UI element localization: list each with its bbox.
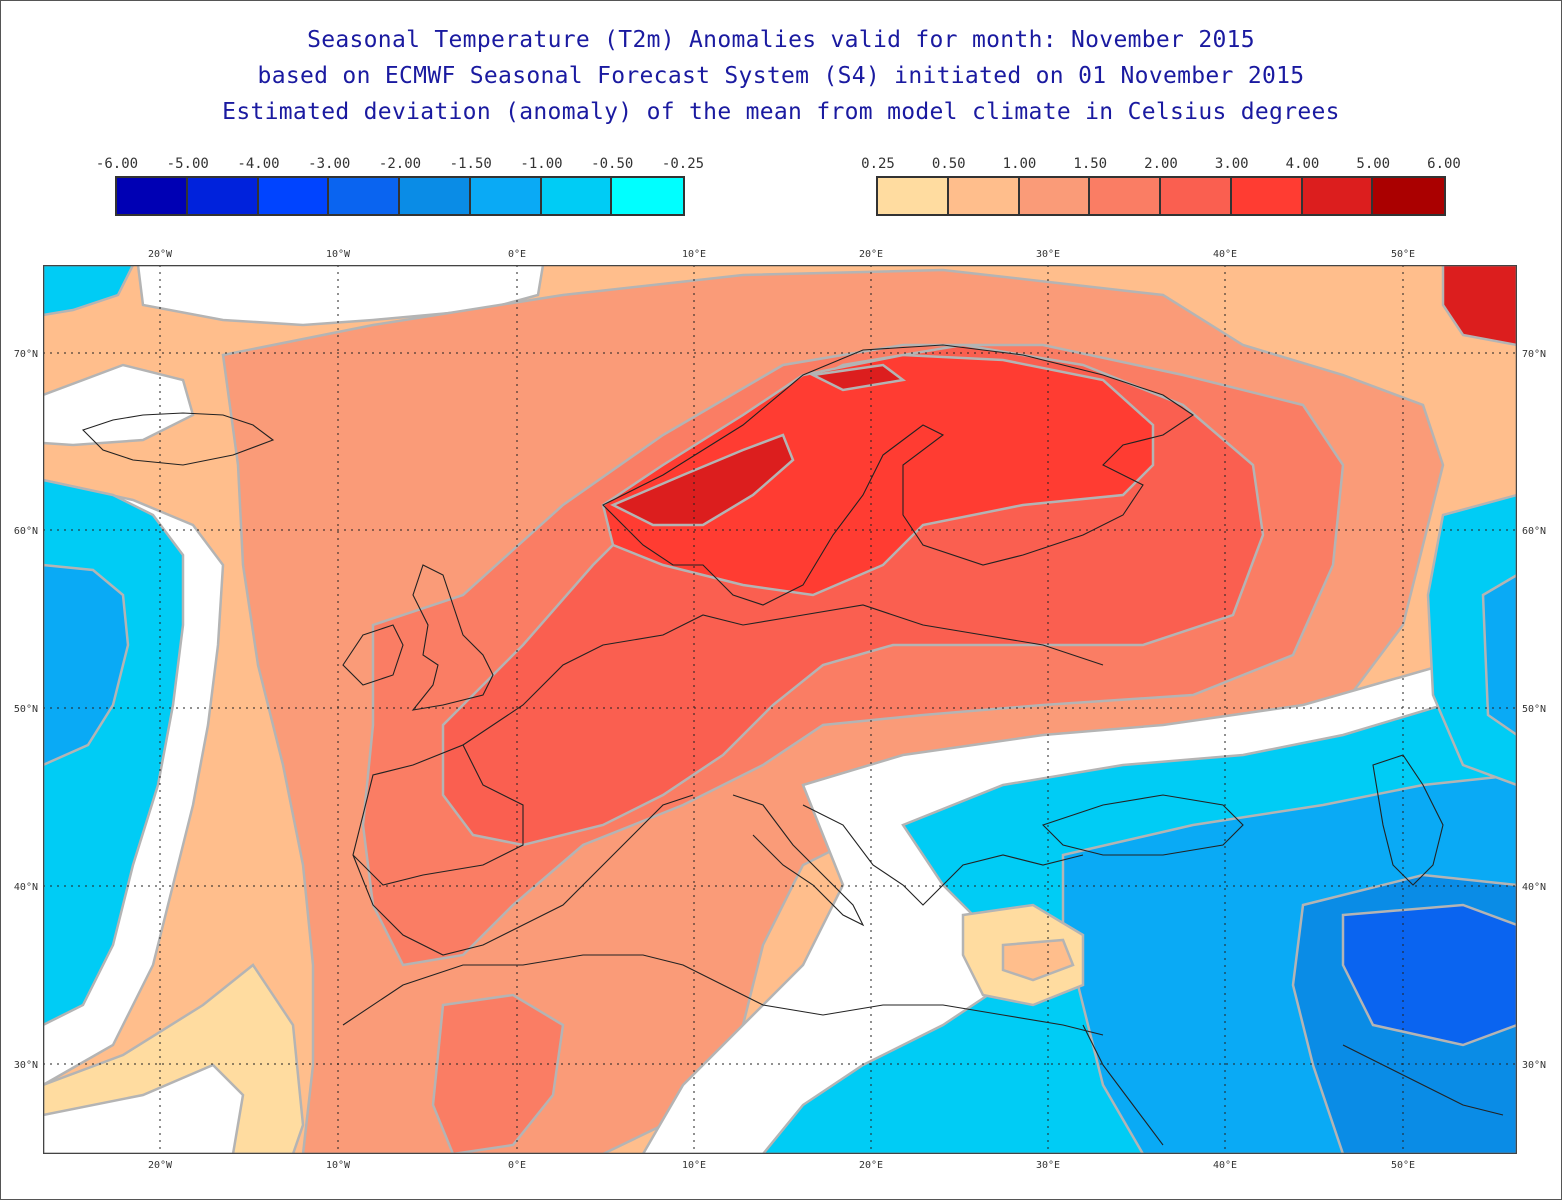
cold-region-west-blue xyxy=(43,563,130,767)
legend-positive-label-8: 6.00 xyxy=(1427,156,1461,172)
coastline-italy xyxy=(732,794,865,927)
legend-positive-label-2: 1.00 xyxy=(1002,156,1037,172)
coastlines xyxy=(81,344,1504,1146)
coastline-caspian xyxy=(1372,754,1444,886)
graticule xyxy=(43,265,1517,1154)
title-line-2: based on ECMWF Seasonal Forecast System … xyxy=(257,63,1305,89)
legend-positive-label-7: 5.00 xyxy=(1356,156,1391,172)
coastline-britain xyxy=(411,564,494,711)
legend-negative-swatch-7 xyxy=(612,178,683,214)
coastline-ireland xyxy=(342,624,404,686)
coastline-balkans xyxy=(802,804,1084,906)
legend-negative-label-8: -0.25 xyxy=(661,156,705,172)
legend-positive-swatch-5 xyxy=(1231,178,1303,214)
legend-positive-swatch-1 xyxy=(948,178,1020,214)
warm-patch-africa xyxy=(431,993,565,1154)
legend-negative-label-5: -1.50 xyxy=(449,156,492,172)
white-patch-sw xyxy=(43,1063,245,1154)
legend-negative-label-3: -3.00 xyxy=(308,156,351,172)
warm-zone-4 xyxy=(601,353,1155,597)
coastline-north-africa xyxy=(342,954,1104,1036)
legend-negative-label-6: -1.00 xyxy=(520,156,563,172)
legend-positive-colorbar xyxy=(876,176,1446,216)
legend-negative-swatch-2 xyxy=(258,178,330,214)
legend-negative-colorbar xyxy=(115,176,685,216)
legend-negative-swatch-0 xyxy=(117,178,188,214)
legend-negative-swatch-3 xyxy=(329,178,400,214)
legend-positive-label-0: 0.25 xyxy=(861,156,895,172)
coastline-gulf xyxy=(1342,1044,1504,1116)
legend-positive-swatch-7 xyxy=(1373,178,1444,214)
coastline-red-sea xyxy=(1082,1024,1164,1146)
coastline-black-sea xyxy=(1041,794,1244,856)
warm-zone-5 xyxy=(610,363,907,527)
title-block: Seasonal Temperature (T2m) Anomalies val… xyxy=(0,22,1562,130)
white-patch-north xyxy=(136,265,545,327)
cold-region-east-deepest xyxy=(1341,903,1517,1047)
legend-positive-swatch-4 xyxy=(1161,178,1232,214)
legend-negative-swatch-5 xyxy=(470,178,542,214)
warm-patch-levant xyxy=(1001,938,1075,982)
legend-positive-label-5: 3.00 xyxy=(1214,156,1249,172)
anomaly-map xyxy=(43,265,1517,1154)
title-line-3: Estimated deviation (anomaly) of the mea… xyxy=(222,99,1340,125)
coastline-iceland xyxy=(81,412,275,466)
coastline-iberia xyxy=(352,794,694,956)
warm-zone-ne xyxy=(1441,265,1517,347)
legend-positive-swatch-2 xyxy=(1019,178,1091,214)
legend-positive-swatch-3 xyxy=(1090,178,1161,214)
legend-negative-swatch-4 xyxy=(400,178,471,214)
cold-region-far-east-blue xyxy=(1481,573,1517,737)
legend-positive-label-3: 1.50 xyxy=(1073,156,1108,172)
legend-negative-label-4: -2.00 xyxy=(378,156,422,172)
map-border xyxy=(43,265,1517,1154)
legend-negative-label-1: -5.00 xyxy=(166,156,209,172)
legend-negative-label-2: -4.00 xyxy=(237,156,280,172)
legend-negative-label-7: -0.50 xyxy=(591,156,634,172)
legend-positive-label-6: 4.00 xyxy=(1285,156,1320,172)
white-patch-greenland xyxy=(43,363,195,447)
legend-positive-label-1: 0.50 xyxy=(931,156,966,172)
legend-negative-swatch-1 xyxy=(187,178,259,214)
legend-negative-swatch-6 xyxy=(541,178,613,214)
legend-positive-label-4: 2.00 xyxy=(1144,156,1178,172)
title-line-1: Seasonal Temperature (T2m) Anomalies val… xyxy=(307,27,1255,53)
legend-negative-label-0: -6.00 xyxy=(95,156,139,172)
legend-positive-swatch-0 xyxy=(878,178,949,214)
cyan-patch-greenland xyxy=(43,265,135,317)
coastline-scandinavia xyxy=(602,344,1194,606)
legend-positive-swatch-6 xyxy=(1302,178,1374,214)
coastline-continent xyxy=(352,604,1104,886)
